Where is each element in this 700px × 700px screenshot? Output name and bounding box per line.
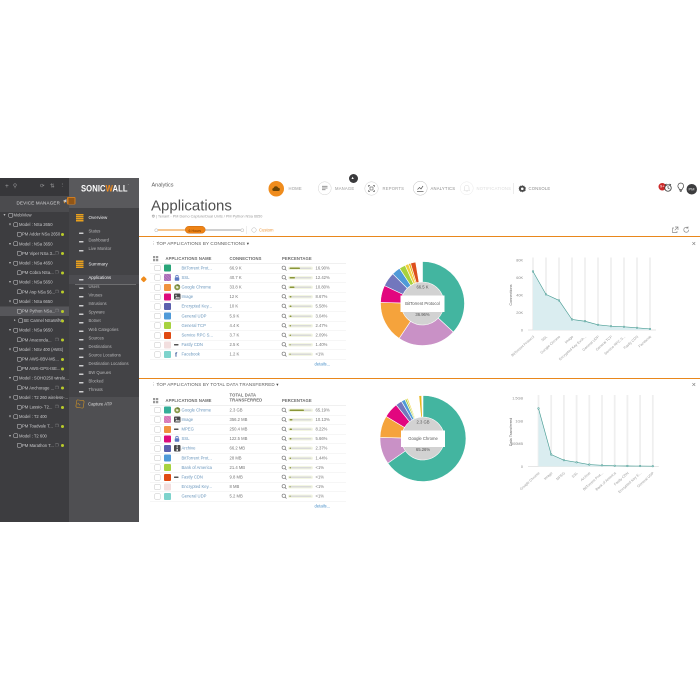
svg-text:Bank of America: Bank of America xyxy=(595,471,617,491)
svg-text:General TCP: General TCP xyxy=(595,334,614,351)
svg-text:Service RPC S...: Service RPC S... xyxy=(603,335,626,356)
svg-text:Data Transferred: Data Transferred xyxy=(509,418,513,447)
svg-text:Google Chrome: Google Chrome xyxy=(408,436,438,441)
svg-text:40K: 40K xyxy=(516,294,523,298)
svg-text:MPEG: MPEG xyxy=(556,471,567,481)
svg-text:Fastly CDN: Fastly CDN xyxy=(613,471,630,487)
svg-text:Image: Image xyxy=(543,471,553,481)
svg-text:0: 0 xyxy=(521,465,523,469)
svg-text:1.5GB: 1.5GB xyxy=(512,397,523,401)
svg-text:65.26%: 65.26% xyxy=(416,447,430,452)
svg-text:General UDP: General UDP xyxy=(636,471,655,489)
svg-text:36.96%: 36.96% xyxy=(415,312,429,317)
svg-text:Archive: Archive xyxy=(580,471,592,482)
svg-text:Fastly CDN: Fastly CDN xyxy=(623,335,640,351)
svg-text:Encrypted Key Exch...: Encrypted Key Exch... xyxy=(558,335,587,362)
svg-text:BitTorrent Protocol: BitTorrent Protocol xyxy=(405,301,440,306)
svg-text:Google Chrome: Google Chrome xyxy=(540,335,562,355)
svg-text:2.3 GB: 2.3 GB xyxy=(416,420,429,425)
svg-text:80K: 80K xyxy=(516,259,523,263)
svg-text:1GB: 1GB xyxy=(515,419,523,423)
svg-text:0: 0 xyxy=(521,329,523,333)
svg-text:20K: 20K xyxy=(516,311,523,315)
svg-text:Encrypted Key E...: Encrypted Key E... xyxy=(617,471,642,494)
svg-text:Facebook: Facebook xyxy=(638,335,653,349)
svg-text:SSL: SSL xyxy=(571,471,579,479)
svg-text:500MB: 500MB xyxy=(511,442,523,446)
svg-text:Connections: Connections xyxy=(509,284,513,305)
svg-text:General UDP: General UDP xyxy=(582,334,601,352)
svg-text:BitTorrent Protocol: BitTorrent Protocol xyxy=(511,335,536,358)
svg-text:60K: 60K xyxy=(516,276,523,280)
svg-text:66.5 K: 66.5 K xyxy=(416,285,428,290)
svg-text:SSL: SSL xyxy=(540,335,548,343)
svg-text:Image: Image xyxy=(564,335,574,345)
svg-text:BitTorrent Prot...: BitTorrent Prot... xyxy=(582,471,604,491)
svg-text:Google Chrome: Google Chrome xyxy=(519,471,541,491)
